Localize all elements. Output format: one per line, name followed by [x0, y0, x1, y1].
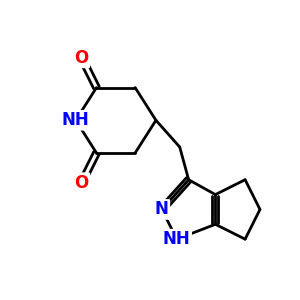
- Text: O: O: [74, 49, 89, 67]
- Text: N: N: [155, 200, 169, 218]
- Text: O: O: [74, 174, 89, 192]
- Text: NH: NH: [163, 230, 190, 248]
- Text: NH: NH: [62, 111, 90, 129]
